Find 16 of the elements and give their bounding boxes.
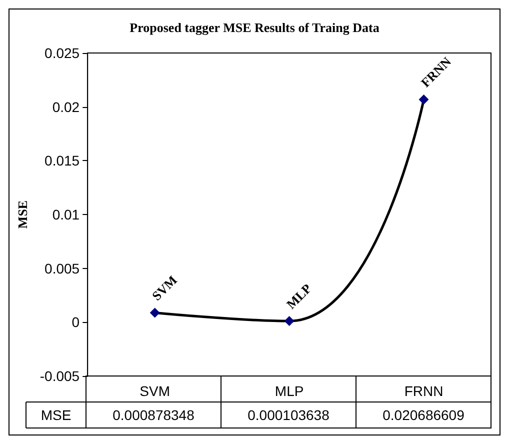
y-tick-label: 0 — [72, 314, 80, 330]
data-label: 0.000103638 — [248, 407, 330, 423]
chart-title: Proposed tagger MSE Results of Traing Data — [130, 20, 380, 35]
x-tick-label: FRNN — [404, 383, 444, 399]
y-axis-title: MSE — [15, 200, 30, 229]
legend-label: MSE — [40, 407, 72, 423]
y-tick-label: 0.02 — [52, 98, 80, 115]
data-label: 0.020686609 — [382, 407, 465, 423]
y-tick-label: -0.005 — [40, 368, 80, 384]
data-label: 0.000878348 — [112, 407, 195, 423]
x-tick-label: MLP — [274, 383, 304, 399]
x-tick-label: SVM — [140, 383, 170, 399]
y-tick-label: 0.025 — [44, 45, 80, 61]
y-tick-label: 0.015 — [44, 152, 80, 169]
y-tick-label: 0.01 — [52, 206, 80, 222]
y-tick-label: 0.005 — [44, 260, 80, 276]
